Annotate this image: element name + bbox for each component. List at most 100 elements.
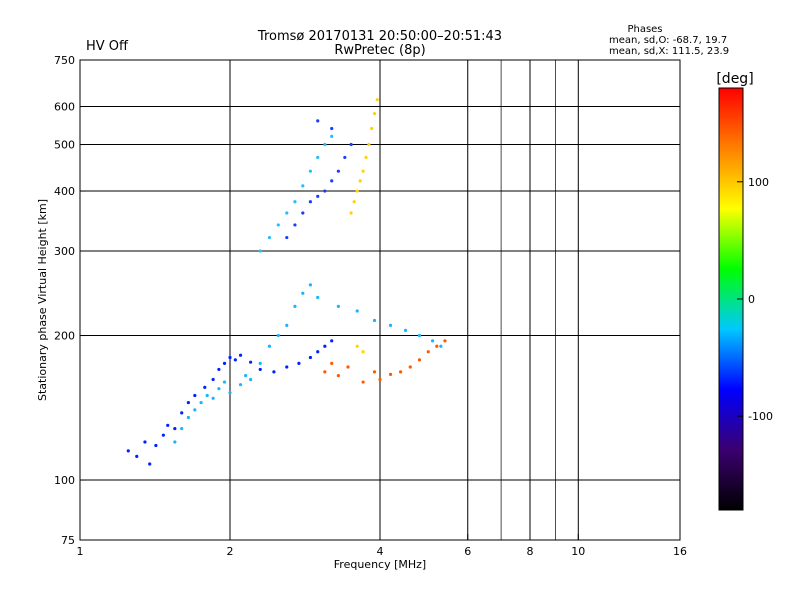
- data-point: [372, 370, 377, 374]
- data-point: [346, 365, 350, 369]
- data-point: [435, 344, 439, 348]
- y-tick-label: 75: [61, 534, 75, 547]
- data-point: [258, 361, 262, 365]
- data-point: [193, 408, 197, 412]
- data-point: [293, 223, 297, 227]
- data-point: [408, 365, 412, 369]
- data-point: [238, 383, 243, 387]
- y-tick-label: 600: [54, 101, 75, 114]
- data-point: [308, 169, 313, 173]
- data-point: [308, 355, 313, 360]
- data-point: [244, 374, 248, 378]
- hv-status: HV Off: [86, 39, 129, 54]
- data-point: [336, 304, 340, 309]
- data-point: [233, 358, 237, 362]
- data-point: [430, 339, 435, 343]
- data-point: [186, 400, 190, 405]
- data-point: [323, 370, 327, 374]
- data-point: [173, 426, 177, 431]
- data-point: [330, 361, 334, 365]
- data-point: [228, 391, 232, 395]
- data-point: [285, 323, 289, 327]
- data-point: [301, 211, 305, 215]
- data-point: [358, 179, 362, 183]
- data-point: [238, 353, 243, 357]
- y-tick-label: 400: [54, 185, 75, 198]
- data-point: [249, 360, 253, 364]
- series-group: [323, 339, 447, 384]
- data-point: [343, 155, 347, 160]
- data-point: [417, 358, 422, 362]
- data-point: [297, 361, 301, 365]
- data-point: [258, 249, 262, 253]
- chart-title: Tromsø 20170131 20:50:00–20:51:43: [257, 29, 502, 44]
- data-point: [336, 374, 340, 378]
- data-point: [217, 387, 221, 391]
- data-point: [388, 372, 393, 376]
- data-point: [361, 169, 365, 173]
- data-point: [285, 235, 289, 240]
- data-point: [135, 454, 139, 459]
- colorbar-tick-label: 0: [748, 293, 755, 306]
- data-point: [370, 126, 374, 131]
- chart-subtitle: RwPretec (8p): [334, 43, 425, 58]
- data-point: [180, 411, 184, 415]
- data-point: [330, 179, 334, 183]
- data-point: [378, 377, 382, 382]
- data-point: [222, 361, 227, 365]
- colorbar-tick-label: -100: [748, 410, 773, 423]
- data-point: [316, 119, 320, 123]
- data-point: [316, 350, 320, 354]
- data-point: [403, 328, 408, 332]
- x-tick-label: 4: [377, 545, 384, 558]
- data-point: [330, 134, 334, 138]
- phase-stats-heading: Phases: [627, 24, 662, 35]
- data-point: [330, 339, 334, 343]
- data-point: [193, 393, 197, 398]
- data-point: [323, 142, 327, 147]
- y-tick-label: 750: [54, 54, 75, 67]
- data-point: [336, 169, 340, 173]
- x-tick-label: 6: [464, 545, 471, 558]
- data-point: [205, 393, 209, 398]
- data-point: [180, 426, 184, 431]
- data-point: [355, 309, 359, 313]
- data-point: [285, 211, 289, 215]
- data-point: [308, 283, 313, 287]
- series-group: [349, 98, 379, 354]
- data-point: [355, 189, 359, 193]
- colorbar-tick-label: 100: [748, 176, 769, 189]
- series-group: [285, 119, 353, 240]
- data-point: [426, 350, 430, 354]
- data-point: [166, 423, 170, 427]
- y-tick-label: 500: [54, 139, 75, 152]
- data-point: [361, 350, 365, 354]
- data-point: [293, 200, 297, 204]
- data-point: [372, 111, 377, 116]
- data-point: [211, 396, 215, 400]
- data-point: [267, 344, 272, 348]
- colorbar: [deg] 100 0 -100: [716, 71, 773, 511]
- data-points: [126, 98, 447, 466]
- data-point: [186, 415, 190, 420]
- data-point: [323, 189, 327, 193]
- grid: [80, 60, 680, 540]
- y-tick-label: 300: [54, 245, 75, 258]
- data-point: [173, 440, 177, 444]
- data-point: [330, 126, 334, 131]
- y-tick-label: 100: [54, 474, 75, 487]
- data-point: [308, 200, 313, 204]
- x-tick-label: 1: [77, 545, 84, 558]
- y-tick-label: 200: [54, 330, 75, 343]
- data-point: [364, 155, 368, 160]
- data-point: [375, 98, 379, 102]
- data-point: [267, 235, 272, 240]
- data-point: [349, 211, 353, 215]
- data-point: [199, 400, 203, 405]
- data-point: [399, 370, 403, 374]
- data-point: [388, 323, 393, 327]
- data-point: [258, 367, 262, 372]
- data-point: [417, 333, 422, 338]
- data-point: [301, 184, 305, 188]
